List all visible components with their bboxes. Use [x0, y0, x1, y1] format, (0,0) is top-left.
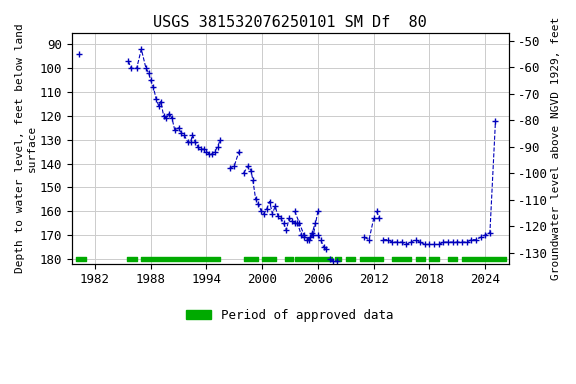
Legend: Period of approved data: Period of approved data: [181, 303, 399, 326]
Title: USGS 381532076250101 SM Df  80: USGS 381532076250101 SM Df 80: [153, 15, 427, 30]
Y-axis label: Groundwater level above NGVD 1929, feet: Groundwater level above NGVD 1929, feet: [551, 17, 561, 280]
Y-axis label: Depth to water level, feet below land
surface: Depth to water level, feet below land su…: [15, 23, 37, 273]
